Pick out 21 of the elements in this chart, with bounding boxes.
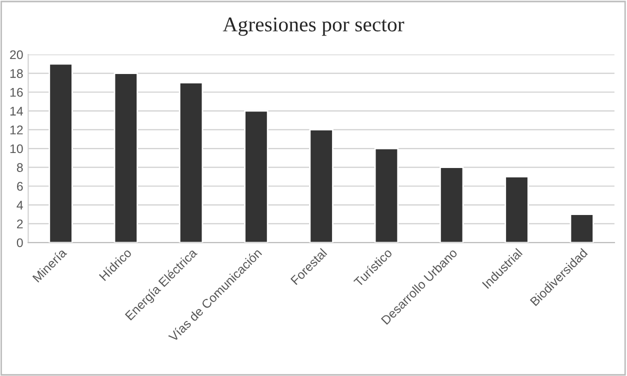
chart-title: Agresiones por sector [222,17,404,36]
y-tick-label: 8 [16,163,23,172]
bar [440,166,464,243]
y-tick-label: 0 [16,238,23,248]
y-tick-label: 2 [17,220,23,228]
y-tick-label: 12 [10,126,23,134]
y-tick-label: 14 [10,106,23,116]
bar [570,214,594,243]
bar [48,63,73,243]
y-tick-label: 6 [17,182,23,191]
bar [374,148,399,243]
bar [178,82,204,243]
y-tick-label: 10 [10,144,23,154]
y-tick-label: 4 [16,200,23,210]
bar [504,176,529,243]
y-tick-label: 16 [10,88,23,97]
bar [114,72,138,243]
y-tick-label: 18 [10,69,23,78]
bar [309,129,334,243]
bar [244,110,268,243]
y-tick-label: 20 [10,50,23,60]
